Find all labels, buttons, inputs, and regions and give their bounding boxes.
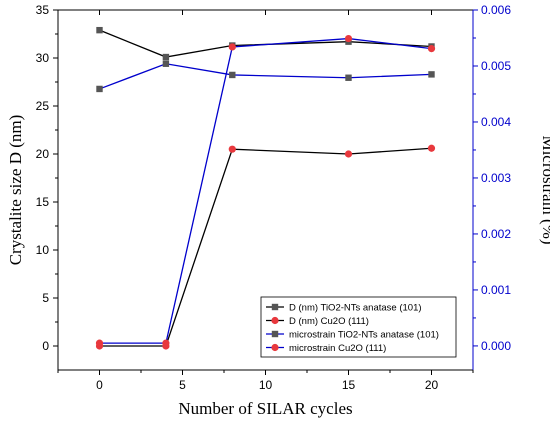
y2-tick-label: 0.004 — [481, 115, 511, 129]
y2-axis-title: Microstrain (%) — [539, 135, 550, 244]
x-axis-title: Number of SILAR cycles — [178, 399, 352, 418]
y2-tick-label: 0.001 — [481, 283, 511, 297]
y-tick-label: 30 — [36, 51, 50, 65]
y2-tick-label: 0.002 — [481, 227, 511, 241]
y-tick-label: 0 — [42, 339, 49, 353]
data-point — [95, 339, 104, 347]
legend-marker — [271, 343, 279, 352]
series-2 — [96, 60, 435, 93]
ticks: 0 5 10 15 20 0 5 10 15 20 25 30 35 0.000 0.001 0.002 0.0… — [36, 3, 512, 392]
data-point — [228, 145, 236, 153]
data-point — [162, 60, 170, 67]
x-tick-label: 5 — [179, 378, 186, 392]
x-tick-label: 0 — [96, 378, 103, 392]
data-point — [162, 53, 170, 61]
y2-tick-label: 0.006 — [481, 3, 511, 17]
legend-entry: microstrain TiO2-NTs anatase (101) — [266, 330, 439, 341]
series-line — [99, 29, 432, 58]
data-point — [344, 150, 353, 158]
y-tick-label: 5 — [42, 291, 49, 305]
y-tick-label: 35 — [36, 3, 50, 17]
legend: D (nm) TiO2-NTs anatase (101) D (nm) Cu2O… — [260, 296, 457, 358]
data-point — [96, 85, 103, 93]
legend-label: D (nm) Cu2O (111) — [289, 316, 369, 327]
data-point — [345, 74, 352, 81]
y2-tick-label: 0.000 — [481, 339, 511, 353]
legend-entry: D (nm) TiO2-NTs anatase (101) — [266, 303, 422, 314]
y-tick-label: 20 — [36, 147, 50, 161]
data-point — [344, 34, 353, 43]
data-point — [229, 71, 236, 79]
legend-label: microstrain Cu2O (111) — [289, 343, 386, 354]
data-point — [427, 45, 436, 53]
data-point — [228, 43, 236, 51]
legend-box — [260, 296, 457, 358]
y-tick-label: 15 — [36, 195, 50, 209]
x-tick-label: 20 — [425, 378, 439, 392]
legend-marker — [271, 303, 279, 311]
series-1 — [95, 144, 436, 350]
series-layer — [95, 26, 436, 350]
legend-entry: microstrain Cu2O (111) — [266, 343, 386, 354]
x-tick-label: 15 — [342, 378, 356, 392]
y-axis-title: Crystalite size D (nm) — [6, 115, 25, 266]
x-tick-label: 10 — [259, 378, 273, 392]
series-3 — [95, 34, 436, 347]
legend-entry: D (nm) Cu2O (111) — [266, 316, 369, 327]
legend-marker — [271, 330, 279, 338]
y-tick-label: 25 — [36, 99, 50, 113]
legend-label: D (nm) TiO2-NTs anatase (101) — [289, 303, 422, 314]
y-tick-label: 10 — [36, 243, 50, 257]
legend-marker — [271, 316, 279, 325]
data-point — [428, 71, 435, 78]
series-0 — [96, 26, 435, 61]
data-point — [96, 26, 103, 34]
data-point — [162, 339, 170, 347]
series-line — [99, 63, 432, 90]
legend-label: microstrain TiO2-NTs anatase (101) — [289, 330, 439, 341]
data-point — [427, 144, 436, 152]
y2-tick-label: 0.005 — [481, 59, 511, 73]
y2-tick-label: 0.003 — [481, 171, 511, 185]
